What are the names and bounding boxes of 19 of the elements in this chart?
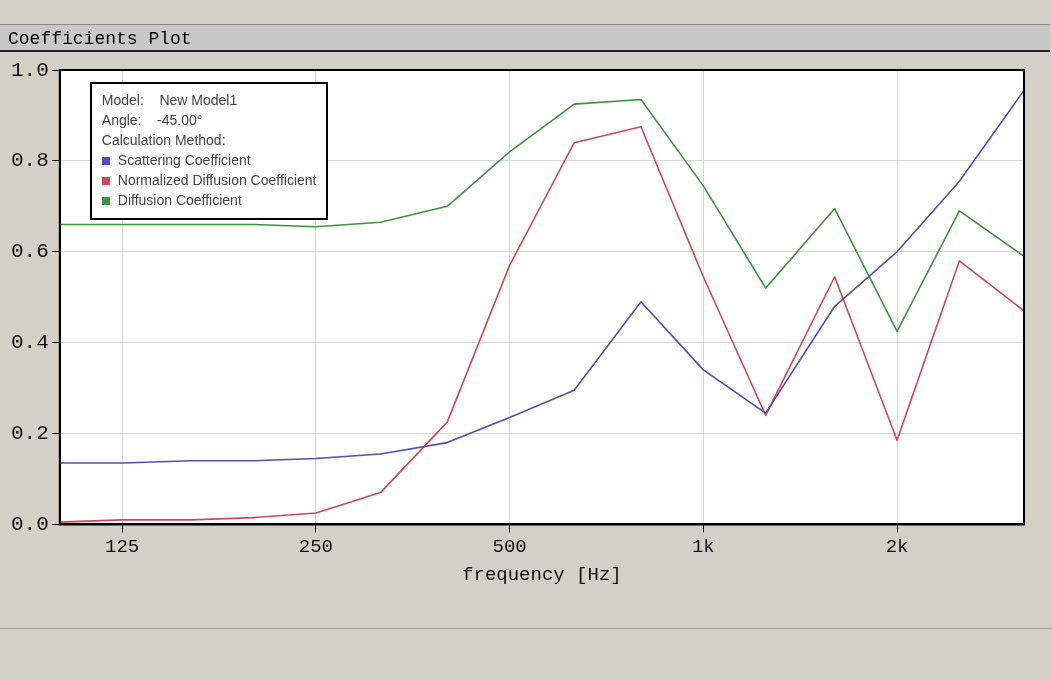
x-tick-label: 250 [298, 535, 333, 558]
x-tick-label: 125 [105, 535, 140, 558]
legend-label: Diffusion Coefficient [116, 191, 243, 210]
annotation: Model: New Model1 [101, 91, 239, 110]
legend-label: Normalized Diffusion Coefficient [116, 171, 317, 190]
chart-title: Coefficients Plot [0, 24, 1050, 52]
legend-label: Scattering Coefficient [116, 151, 252, 170]
y-tick-label: 0.8 [10, 149, 49, 173]
y-tick-label: 0.0 [10, 512, 49, 536]
y-tick-label: 0.2 [10, 422, 49, 446]
x-axis-title: frequency [Hz] [462, 563, 622, 586]
x-tick-label: 2k [885, 535, 909, 558]
x-tick-label: 500 [492, 535, 527, 558]
x-tick-label: 1k [691, 535, 715, 558]
annotation: Angle: -45.00° [101, 111, 204, 130]
y-tick-label: 0.6 [10, 240, 49, 264]
y-tick-label: 0.4 [10, 331, 49, 355]
y-tick-label: 1.0 [10, 58, 49, 82]
annotation: Calculation Method: [101, 131, 227, 150]
